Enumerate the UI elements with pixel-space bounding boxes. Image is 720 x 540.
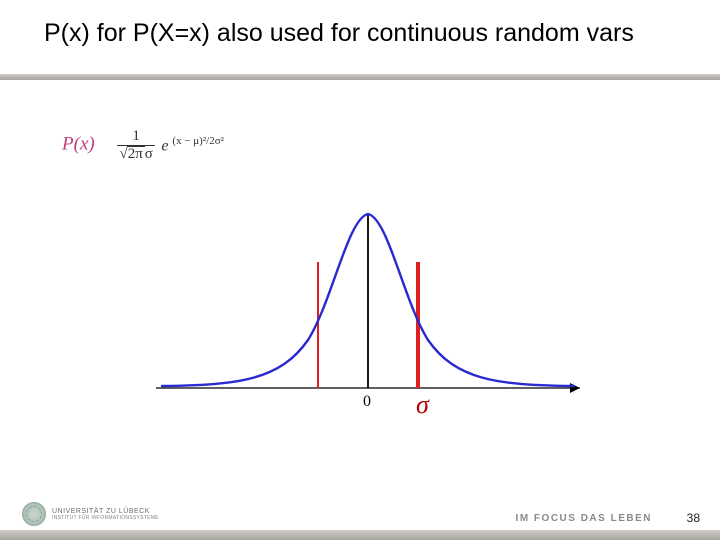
footer-left: UNIVERSITÄT ZU LÜBECK INSTITUT FÜR INFOR… bbox=[22, 502, 159, 526]
sigma-label: σ bbox=[416, 390, 429, 420]
footer-tagline: IM FOCUS DAS LEBEN bbox=[516, 513, 652, 524]
page-number: 38 bbox=[687, 511, 700, 525]
university-name: UNIVERSITÄT ZU LÜBECK bbox=[52, 508, 159, 515]
fraction-denominator: 2πσ bbox=[117, 145, 154, 163]
formula: P(x) 1 2πσ e (x − μ)²/2σ² bbox=[62, 128, 224, 163]
formula-lhs: P(x) bbox=[62, 134, 99, 155]
fraction-after-sqrt: σ bbox=[145, 146, 153, 162]
formula-exponent: (x − μ)²/2σ² bbox=[172, 135, 224, 147]
formula-fraction: 1 2πσ bbox=[117, 128, 154, 163]
slide: { "title": "P(x) for P(X=x) also used fo… bbox=[0, 0, 720, 540]
formula-lhs-var: P bbox=[62, 134, 74, 155]
institute-name: INSTITUT FÜR INFORMATIONSSYSTEME bbox=[52, 516, 159, 521]
sqrt-radicand: 2π bbox=[127, 146, 145, 162]
fraction-numerator: 1 bbox=[117, 128, 154, 145]
footer-bar bbox=[0, 530, 720, 540]
university-seal-icon bbox=[22, 502, 46, 526]
title-block: P(x) for P(X=x) also used for continuous… bbox=[44, 18, 660, 49]
axis-zero-label: 0 bbox=[363, 393, 371, 411]
formula-e: e bbox=[161, 138, 168, 155]
slide-title: P(x) for P(X=x) also used for continuous… bbox=[44, 18, 660, 49]
formula-exponential: e (x − μ)²/2σ² bbox=[161, 135, 224, 155]
title-underline bbox=[0, 74, 720, 80]
chart-svg bbox=[150, 190, 590, 425]
sqrt: 2π bbox=[119, 146, 144, 163]
university-text: UNIVERSITÄT ZU LÜBECK INSTITUT FÜR INFOR… bbox=[52, 508, 159, 521]
gaussian-chart: 0 σ bbox=[150, 190, 590, 425]
